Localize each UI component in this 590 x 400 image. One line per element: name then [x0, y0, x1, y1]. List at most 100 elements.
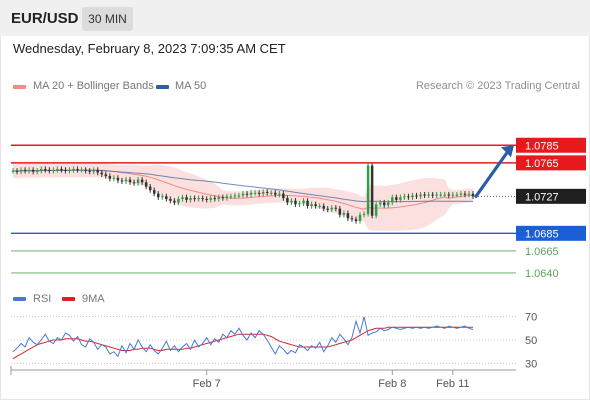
- datetime-label: Wednesday, February 8, 2023 7:09:35 AM C…: [13, 41, 286, 56]
- candle-body: [237, 195, 241, 197]
- candle-body: [27, 169, 31, 171]
- candle-body: [370, 165, 374, 216]
- ma20-legend-label: MA 20 + Bollinger Bands: [33, 80, 154, 92]
- candle-body: [294, 200, 297, 205]
- forecast-arrow-shaft: [474, 149, 510, 198]
- candle-body: [19, 169, 23, 172]
- candle-body: [415, 195, 418, 197]
- support-level-label: 1.0665: [525, 246, 559, 258]
- candle-body: [217, 197, 221, 199]
- candle-body: [205, 198, 208, 200]
- candle-body: [136, 179, 140, 184]
- candle-body: [261, 191, 265, 194]
- candle-body: [56, 169, 59, 171]
- candle-body: [52, 169, 55, 171]
- rsi-tick-label: 50: [525, 335, 537, 347]
- candle-body: [354, 219, 358, 221]
- candle-body: [92, 169, 95, 172]
- candle-body: [411, 195, 414, 198]
- candle-body: [447, 194, 451, 196]
- candle-body: [439, 194, 442, 196]
- candle-body: [257, 192, 261, 194]
- candle-body: [148, 186, 152, 191]
- candle-body: [407, 196, 410, 198]
- support-level-label: 1.0640: [525, 268, 559, 280]
- rsi-ma-line: [12, 326, 473, 360]
- rsi-legend-label: RSI: [33, 293, 52, 305]
- candle-body: [108, 176, 112, 179]
- candle-body: [193, 198, 196, 200]
- candle-body: [128, 179, 132, 183]
- candle-body: [387, 202, 390, 206]
- support-level-label: 1.0685: [525, 228, 559, 240]
- candle-body: [72, 169, 75, 171]
- ma50-legend-swatch: [156, 85, 169, 89]
- candle-body: [431, 194, 434, 196]
- candle-body: [233, 195, 237, 197]
- candle-body: [298, 203, 301, 205]
- resistance-level-label: 1.0785: [525, 140, 559, 152]
- candle-body: [310, 204, 313, 207]
- candle-body: [88, 170, 91, 172]
- candle-body: [314, 204, 317, 207]
- candle-body: [346, 213, 350, 219]
- current-price-label: 1.0727: [525, 191, 559, 203]
- candle-body: [84, 169, 87, 171]
- candle-body: [132, 182, 136, 184]
- candle-body: [23, 169, 27, 171]
- candle-body: [290, 200, 293, 203]
- candle-body: [382, 202, 386, 206]
- candle-body: [278, 193, 281, 195]
- candle-body: [241, 193, 245, 196]
- candle-body: [265, 191, 269, 193]
- candle-body: [399, 197, 402, 200]
- candle-body: [80, 169, 83, 171]
- candle-body: [463, 193, 467, 195]
- candle-body: [302, 200, 305, 204]
- candle-body: [181, 197, 184, 199]
- rsi-ma-legend-label: 9MA: [82, 293, 105, 305]
- candle-body: [209, 198, 212, 200]
- x-axis-tick-label: Feb 8: [378, 378, 406, 390]
- candle-body: [286, 198, 289, 203]
- candle-body: [459, 193, 463, 195]
- candle-body: [161, 196, 164, 198]
- candle-body: [419, 194, 422, 197]
- candle-body: [124, 179, 128, 182]
- candle-body: [326, 208, 329, 210]
- current-price-box: [516, 188, 586, 204]
- candle-body: [378, 202, 382, 205]
- candle-body: [455, 194, 459, 196]
- candle-body: [39, 169, 43, 171]
- candle-body: [467, 193, 471, 195]
- forecast-arrow-head: [501, 145, 514, 158]
- candle-body: [197, 198, 200, 200]
- rsi-line: [12, 316, 474, 358]
- candle-body: [152, 190, 156, 194]
- candle-body: [60, 169, 63, 171]
- candle-body: [427, 194, 430, 196]
- ma20-legend-swatch: [13, 85, 26, 89]
- candle-body: [11, 170, 15, 172]
- candle-body: [253, 192, 257, 194]
- candle-body: [451, 194, 455, 196]
- candle-body: [423, 194, 426, 196]
- symbol-title: EUR/USD: [11, 10, 79, 27]
- candle-body: [282, 193, 285, 199]
- x-axis-tick-label: Feb 7: [193, 378, 221, 390]
- ma50-legend-label: MA 50: [175, 80, 207, 92]
- candle-body: [68, 169, 71, 171]
- candle-body: [403, 196, 406, 198]
- candle-body: [201, 198, 204, 200]
- timeframe-badge[interactable]: 30 MIN: [82, 7, 133, 31]
- candle-body: [471, 193, 475, 197]
- resistance-level-label: 1.0765: [525, 158, 559, 170]
- candle-body: [213, 198, 217, 200]
- candle-body: [185, 197, 188, 200]
- candle-body: [334, 207, 338, 209]
- candle-body: [104, 174, 108, 177]
- candle-body: [330, 207, 334, 210]
- resistance-level-box: [516, 137, 586, 153]
- candle-body: [391, 197, 394, 203]
- candle-body: [350, 218, 354, 220]
